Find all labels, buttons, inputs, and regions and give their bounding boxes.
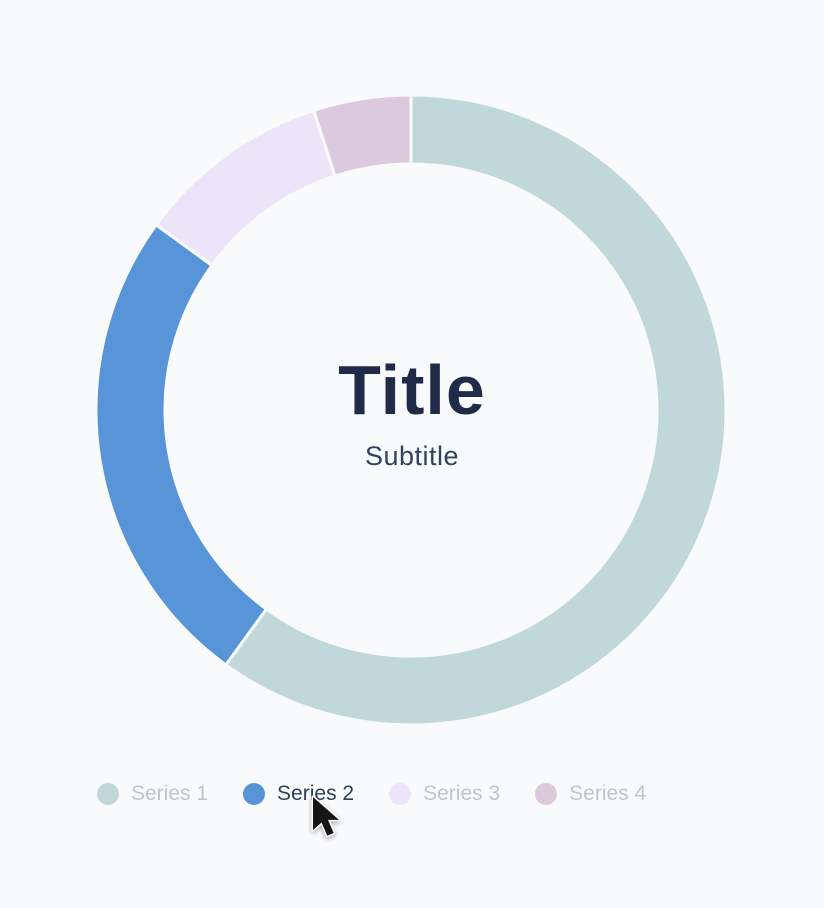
legend-label-series-4: Series 4 <box>569 782 647 805</box>
chart-legend: Series 1 Series 2 Series 3 Series 4 <box>97 782 646 806</box>
legend-dot-icon <box>243 783 266 805</box>
legend-dot-icon <box>535 783 558 805</box>
legend-label-series-2: Series 2 <box>277 782 355 805</box>
donut-segment-series-4[interactable] <box>311 93 413 178</box>
legend-dot-icon <box>389 783 412 805</box>
legend-item-series-2[interactable]: Series 2 <box>243 782 354 806</box>
donut-segment-series-3[interactable] <box>154 108 337 268</box>
legend-label-series-1: Series 1 <box>131 782 209 805</box>
legend-item-series-4[interactable]: Series 4 <box>535 782 646 806</box>
donut-segment-series-2[interactable] <box>94 222 269 667</box>
legend-label-series-3: Series 3 <box>423 782 501 805</box>
legend-dot-icon <box>97 783 119 805</box>
legend-item-series-3[interactable]: Series 3 <box>389 782 500 806</box>
donut-segment-series-1[interactable] <box>223 93 728 727</box>
legend-item-series-1[interactable]: Series 1 <box>97 782 208 806</box>
